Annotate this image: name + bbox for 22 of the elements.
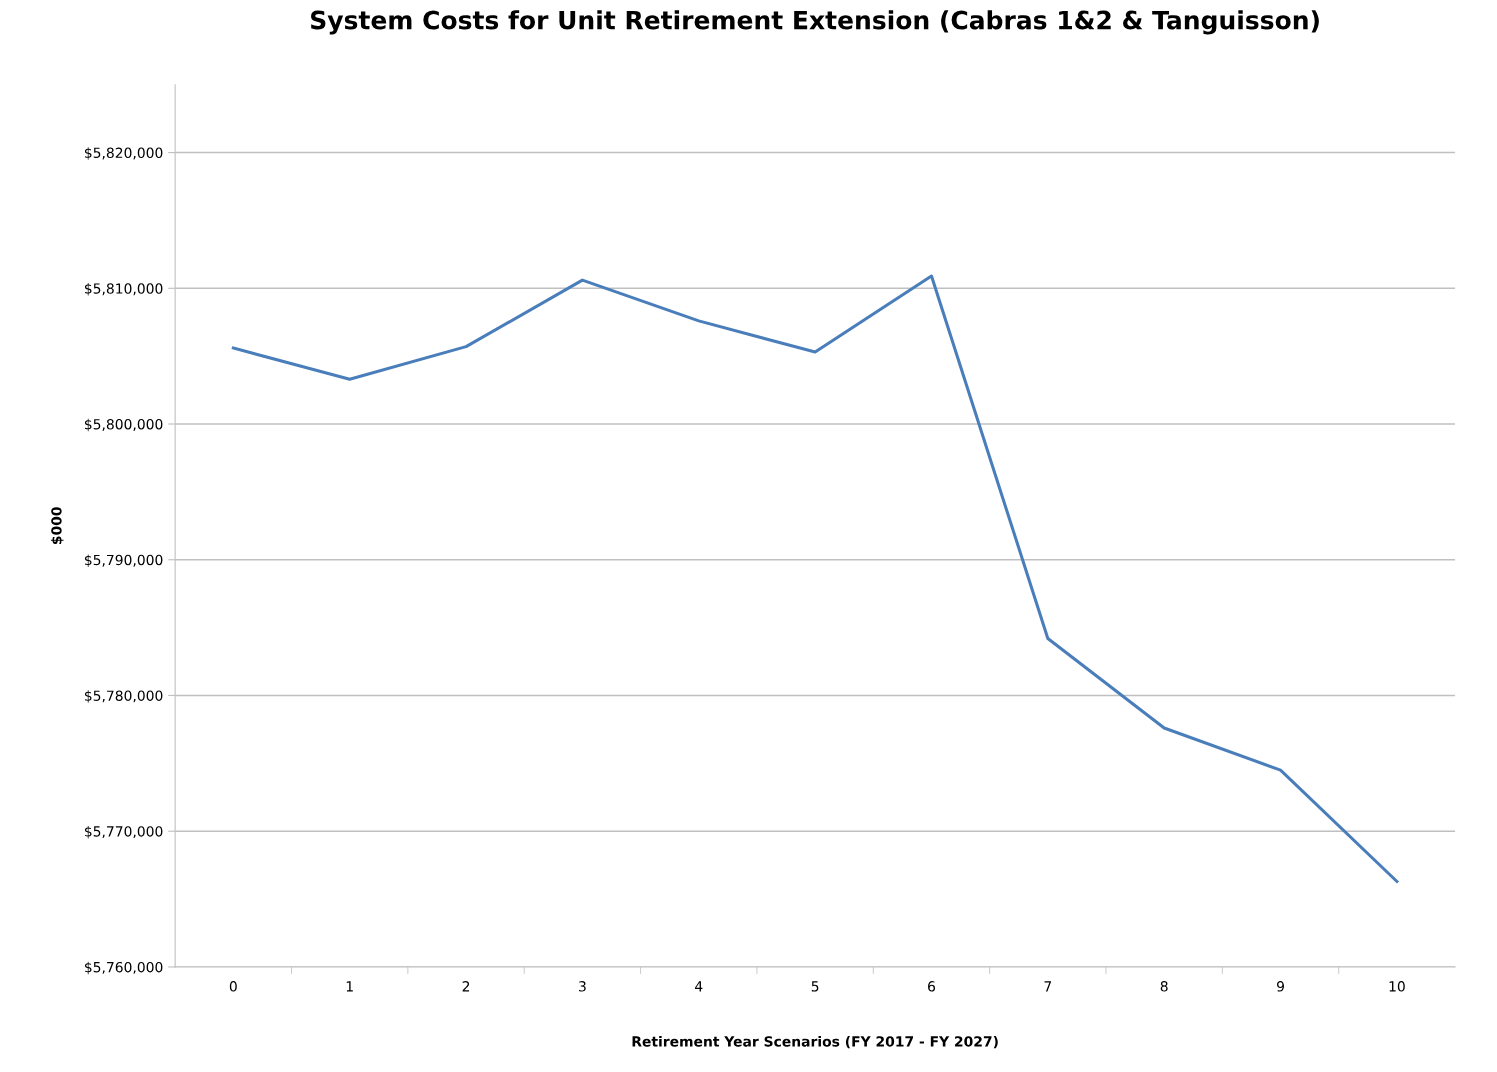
y-tick-label: $5,810,000: [84, 283, 163, 296]
x-tick-label: 5: [811, 981, 819, 992]
x-tick-label: 4: [695, 981, 703, 992]
y-tick-label: $5,800,000: [84, 418, 163, 432]
chart-title: System Costs for Unit Retirement Extension (Cabras 1&2 & Tanguisson): [311, 10, 1319, 35]
y-tick-label: $5,760,000: [84, 961, 163, 975]
x-axis-title: Retirement Year Scenarios (FY 2017 - FY 2027): [632, 1035, 998, 1049]
line-series: [231, 274, 1399, 883]
x-tick-label: 9: [1277, 981, 1284, 992]
y-tick-label: $5,780,000: [84, 690, 163, 703]
x-tick-label: 0: [229, 981, 237, 992]
y-tick-label: $5,790,000: [84, 554, 163, 568]
x-tick-label: 8: [1160, 981, 1168, 992]
x-tick-label: 10: [1389, 981, 1405, 992]
x-tick-label: 1: [346, 981, 353, 992]
x-tick-label: 6: [928, 981, 936, 992]
y-tick-label: $5,820,000: [84, 147, 163, 160]
x-tick-label: 2: [462, 981, 470, 992]
x-tick-label: 3: [579, 981, 586, 992]
y-axis-title: $000: [50, 507, 64, 545]
x-tick-label: 7: [1044, 981, 1052, 992]
y-tick-label: $5,770,000: [84, 825, 163, 839]
